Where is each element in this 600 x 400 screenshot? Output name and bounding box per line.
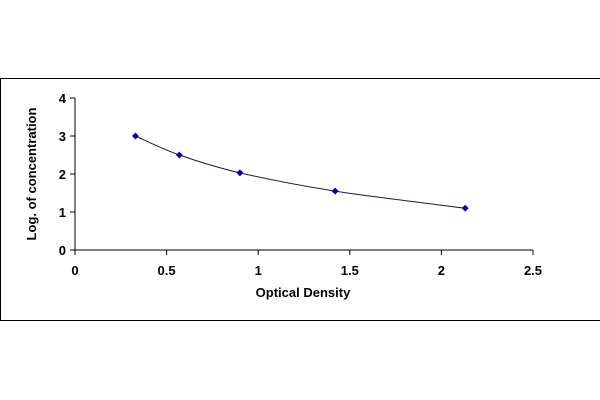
y-tick-label: 1 — [59, 205, 66, 220]
data-point — [175, 151, 183, 159]
data-points-layer — [131, 132, 469, 212]
fit-curve — [135, 135, 466, 209]
fit-curve-layer — [135, 135, 466, 209]
axes: 0 0.5 1 1.5 2 2.5 0 1 2 3 4 — [59, 91, 542, 278]
x-tick-label: 2.5 — [524, 263, 542, 278]
y-tick-label: 3 — [59, 129, 66, 144]
x-tick-label: 1 — [255, 263, 262, 278]
data-point — [461, 204, 469, 212]
y-tick-label: 0 — [59, 243, 66, 258]
x-tick-label: 2 — [438, 263, 445, 278]
data-point — [236, 169, 244, 177]
data-point — [331, 187, 339, 195]
chart-frame — [0, 78, 600, 321]
x-tick-label: 1.5 — [341, 263, 359, 278]
data-point — [131, 132, 140, 140]
x-tick-label: 0 — [71, 263, 78, 278]
x-tick-label: 0.5 — [158, 263, 176, 278]
x-axis-title: Optical Density — [256, 285, 351, 300]
y-tick-label: 2 — [59, 167, 66, 182]
y-axis-title: Log. of concentration — [24, 108, 39, 241]
y-tick-label: 4 — [59, 91, 67, 106]
